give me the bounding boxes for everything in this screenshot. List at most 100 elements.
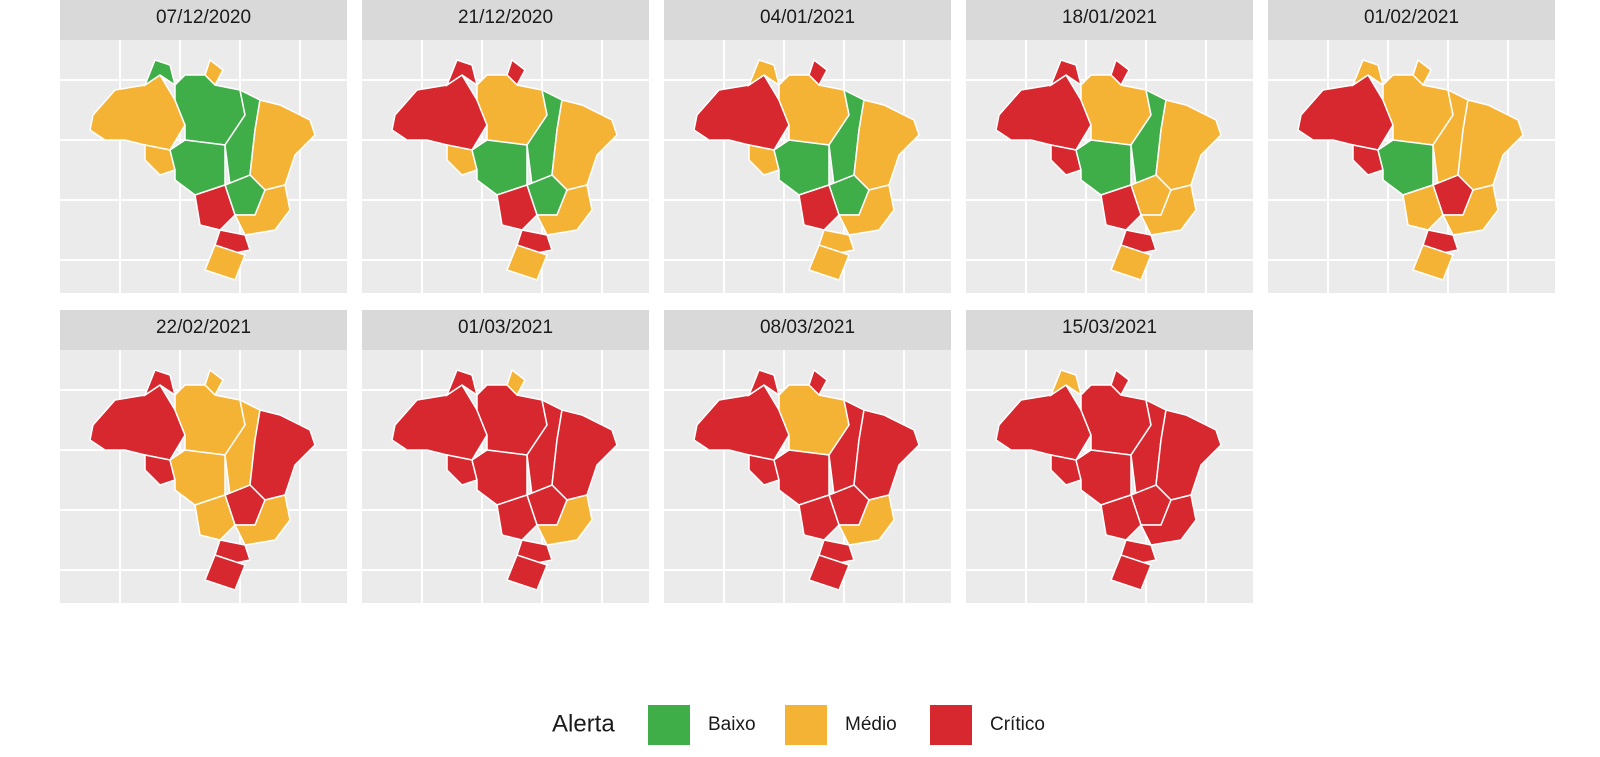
state-region xyxy=(853,409,920,501)
state-region xyxy=(89,73,186,151)
panel-title: 21/12/2020 xyxy=(458,7,553,28)
map xyxy=(391,58,618,281)
panel-title: 22/02/2021 xyxy=(156,317,251,338)
state-region xyxy=(89,383,186,461)
state-region xyxy=(808,554,850,591)
state-region xyxy=(143,59,177,87)
state-region xyxy=(496,184,538,231)
map xyxy=(89,58,316,281)
state-region xyxy=(551,99,618,191)
panel: 21/12/2020 xyxy=(362,0,649,293)
state-region xyxy=(445,59,479,87)
panel-title: 15/03/2021 xyxy=(1062,317,1157,338)
panel-title: 18/01/2021 xyxy=(1062,7,1157,28)
legend-title: Alerta xyxy=(552,710,615,737)
panel: 22/02/2021 xyxy=(60,310,347,603)
state-region xyxy=(445,369,479,397)
state-region xyxy=(853,99,920,191)
state-region xyxy=(1351,59,1385,87)
state-region xyxy=(1412,244,1454,281)
legend-label: Crítico xyxy=(990,714,1045,735)
panel: 01/03/2021 xyxy=(362,310,649,603)
state-region xyxy=(808,244,850,281)
state-region xyxy=(1110,554,1152,591)
panel-strip xyxy=(966,310,1253,350)
map xyxy=(693,58,920,281)
panel-strip xyxy=(60,310,347,350)
panel: 18/01/2021 xyxy=(966,0,1253,293)
state-region xyxy=(995,383,1092,461)
map xyxy=(391,368,618,591)
map xyxy=(693,368,920,591)
panel-strip xyxy=(664,310,951,350)
state-region xyxy=(233,494,291,546)
state-region xyxy=(144,144,176,176)
state-region xyxy=(535,494,593,546)
panel: 04/01/2021 xyxy=(664,0,951,293)
state-region xyxy=(194,184,236,231)
state-region xyxy=(1139,494,1197,546)
panel: 08/03/2021 xyxy=(664,310,951,603)
legend-swatch xyxy=(930,705,972,745)
state-region xyxy=(1050,454,1082,486)
panel: 15/03/2021 xyxy=(966,310,1253,603)
state-region xyxy=(1457,99,1524,191)
state-region xyxy=(1049,369,1083,397)
map xyxy=(1297,58,1524,281)
panel-title: 01/02/2021 xyxy=(1364,7,1459,28)
state-region xyxy=(1155,409,1222,501)
state-region xyxy=(1352,144,1384,176)
panel-strip xyxy=(966,0,1253,40)
state-region xyxy=(143,369,177,397)
legend-swatch xyxy=(785,705,827,745)
panel: 01/02/2021 xyxy=(1268,0,1555,293)
panel-title: 04/01/2021 xyxy=(760,7,855,28)
state-region xyxy=(693,73,790,151)
state-region xyxy=(249,99,316,191)
state-region xyxy=(144,454,176,486)
panel: 07/12/2020 xyxy=(60,0,347,293)
map xyxy=(89,368,316,591)
state-region xyxy=(1110,244,1152,281)
state-region xyxy=(1297,73,1394,151)
state-region xyxy=(837,184,895,236)
state-region xyxy=(446,144,478,176)
panel-title: 08/03/2021 xyxy=(760,317,855,338)
panel-title: 07/12/2020 xyxy=(156,7,251,28)
panel-strip xyxy=(664,0,951,40)
state-region xyxy=(204,244,246,281)
state-region xyxy=(747,369,781,397)
state-region xyxy=(693,383,790,461)
state-region xyxy=(535,184,593,236)
panel-strip xyxy=(362,310,649,350)
state-region xyxy=(798,184,840,231)
state-region xyxy=(496,494,538,541)
state-region xyxy=(391,73,488,151)
state-region xyxy=(837,494,895,546)
state-region xyxy=(748,454,780,486)
state-region xyxy=(1100,184,1142,231)
state-region xyxy=(747,59,781,87)
legend-swatch xyxy=(648,705,690,745)
state-region xyxy=(233,184,291,236)
panel-strip xyxy=(60,0,347,40)
state-region xyxy=(1402,184,1444,231)
legend-label: Baixo xyxy=(708,714,756,735)
map xyxy=(995,368,1222,591)
panel-title: 01/03/2021 xyxy=(458,317,553,338)
state-region xyxy=(1441,184,1499,236)
state-region xyxy=(506,244,548,281)
state-region xyxy=(506,554,548,591)
state-region xyxy=(798,494,840,541)
state-region xyxy=(1139,184,1197,236)
state-region xyxy=(391,383,488,461)
state-region xyxy=(1100,494,1142,541)
state-region xyxy=(995,73,1092,151)
state-region xyxy=(1050,144,1082,176)
panel-strip xyxy=(1268,0,1555,40)
state-region xyxy=(551,409,618,501)
state-region xyxy=(1155,99,1222,191)
state-region xyxy=(748,144,780,176)
